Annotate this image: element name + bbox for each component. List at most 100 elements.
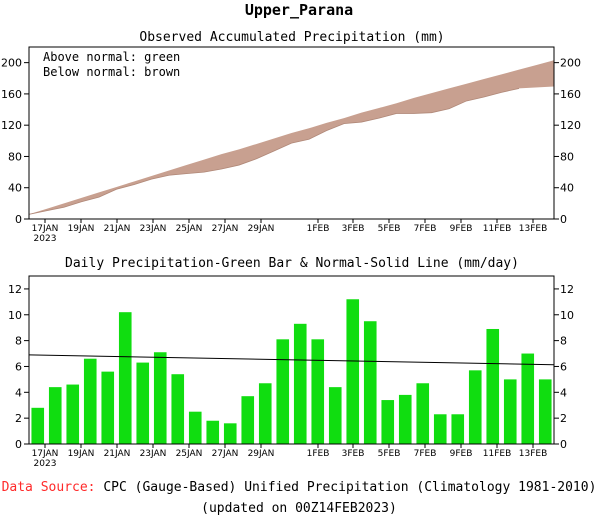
daily-bar	[153, 352, 167, 444]
accum-chart-title: Observed Accumulated Precipitation (mm)	[139, 30, 444, 45]
daily-bar	[31, 407, 45, 444]
accum-xtick-label: 13FEB	[519, 224, 548, 234]
accum-ytick-right-label: 120	[560, 119, 581, 132]
accum-ytick-left-label: 160	[1, 88, 22, 101]
accum-below-normal-band	[29, 60, 554, 215]
daily-ytick-right-label: 4	[560, 386, 567, 399]
accum-xtick-label: 3FEB	[342, 224, 365, 234]
daily-axes: 0 0 2 2 4 4 6 6 8 8 10 10 12 12 17JAN 19JAN 21JAN 23JAN 25…	[8, 283, 574, 469]
accum-ytick-right-label: 160	[560, 88, 581, 101]
accum-chart: Above normal: green Below normal: brown …	[1, 46, 581, 244]
daily-ytick-right-label: 10	[560, 309, 574, 322]
daily-xtick-label: 27JAN	[212, 449, 239, 459]
daily-bar	[101, 371, 115, 444]
daily-bar	[416, 383, 430, 444]
accum-plot-frame	[28, 46, 555, 220]
daily-bar	[293, 323, 307, 444]
daily-bar	[206, 420, 220, 444]
daily-bar	[258, 383, 272, 444]
accum-band-layer	[28, 60, 554, 215]
daily-xtick-label: 19JAN	[68, 449, 95, 459]
daily-xtick-label: 9FEB	[450, 449, 473, 459]
daily-bar	[311, 339, 325, 444]
accum-xtick-label: 9FEB	[450, 224, 473, 234]
daily-bar	[83, 358, 97, 444]
daily-xtick-label: 11FEB	[483, 449, 512, 459]
daily-xtick-label: 1FEB	[307, 449, 330, 459]
daily-xtick-label: 13FEB	[519, 449, 548, 459]
daily-bar	[241, 396, 255, 444]
accum-xtick-label: 5FEB	[378, 224, 401, 234]
daily-bar	[433, 414, 447, 444]
daily-bar	[136, 362, 150, 444]
daily-ytick-left-label: 8	[15, 335, 22, 348]
daily-xtick-label: 29JAN	[248, 449, 275, 459]
daily-chart: 0 0 2 2 4 4 6 6 8 8 10 10 12 12 17JAN 19JAN 21JAN 23JAN 25…	[8, 275, 574, 469]
accum-xtick-label: 29JAN	[248, 224, 275, 234]
data-source-line: Data Source: CPC (Gauge-Based) Unified P…	[0, 480, 598, 495]
daily-bar	[538, 379, 552, 444]
accum-xtick-year: 2023	[34, 234, 57, 244]
accum-legend-above: Above normal: green	[43, 50, 180, 64]
daily-bar	[171, 374, 185, 444]
data-source-label: Data Source:	[1, 480, 96, 495]
accum-ytick-right-label: 40	[560, 182, 574, 195]
daily-bar	[276, 339, 290, 444]
daily-ytick-left-label: 2	[15, 412, 22, 425]
accum-legend-below: Below normal: brown	[43, 65, 180, 79]
daily-ytick-right-label: 2	[560, 412, 567, 425]
daily-bar	[363, 321, 377, 444]
daily-ytick-left-label: 4	[15, 386, 22, 399]
data-source-text: CPC (Gauge-Based) Unified Precipitation …	[103, 480, 597, 495]
accum-ytick-right-label: 80	[560, 150, 574, 163]
daily-xtick-label: 3FEB	[342, 449, 365, 459]
daily-plot-frame	[28, 275, 555, 445]
daily-ytick-left-label: 6	[15, 360, 22, 373]
daily-bar	[503, 379, 517, 444]
accum-xtick-label: 21JAN	[104, 224, 131, 234]
daily-bar	[328, 387, 342, 444]
daily-bar	[118, 312, 132, 444]
page-title: Upper_Parana	[245, 1, 353, 19]
daily-ytick-left-label: 12	[8, 283, 22, 296]
accum-axes: 0 0 40 40 80 80 120 120 160 160 200 200 17JAN 19JAN 21…	[1, 57, 581, 244]
daily-bar	[521, 353, 535, 444]
accum-ytick-left-label: 120	[1, 119, 22, 132]
accum-ytick-right-label: 0	[560, 213, 567, 226]
accum-ytick-left-label: 200	[1, 57, 22, 70]
accum-xtick-label: 23JAN	[140, 224, 167, 234]
daily-xtick-label: 5FEB	[378, 449, 401, 459]
accum-xtick-label: 17JAN	[32, 224, 59, 234]
accum-xtick-label: 27JAN	[212, 224, 239, 234]
accum-xtick-label: 11FEB	[483, 224, 512, 234]
daily-ytick-right-label: 12	[560, 283, 574, 296]
accum-xtick-label: 25JAN	[176, 224, 203, 234]
daily-bar	[381, 400, 395, 444]
daily-bar	[468, 370, 482, 444]
daily-bar	[451, 414, 465, 444]
accum-ytick-left-label: 0	[15, 213, 22, 226]
daily-bar	[223, 423, 237, 444]
accum-ytick-right-label: 200	[560, 57, 581, 70]
accum-xtick-label: 19JAN	[68, 224, 95, 234]
updated-line: (updated on 00Z14FEB2023)	[201, 501, 397, 516]
daily-xtick-year: 2023	[34, 459, 57, 469]
daily-xtick-label: 17JAN	[32, 449, 59, 459]
accum-xtick-label: 7FEB	[414, 224, 437, 234]
daily-ytick-right-label: 6	[560, 360, 567, 373]
daily-xtick-label: 25JAN	[176, 449, 203, 459]
daily-xtick-label: 7FEB	[414, 449, 437, 459]
daily-bar	[398, 394, 412, 444]
accum-ytick-left-label: 40	[8, 182, 22, 195]
daily-ytick-left-label: 0	[15, 438, 22, 451]
daily-ytick-left-label: 10	[8, 309, 22, 322]
accum-ytick-left-label: 80	[8, 150, 22, 163]
accum-observed-edge	[28, 88, 520, 215]
accum-xtick-label: 1FEB	[307, 224, 330, 234]
daily-bar	[486, 328, 500, 444]
daily-xtick-label: 21JAN	[104, 449, 131, 459]
daily-ytick-right-label: 0	[560, 438, 567, 451]
daily-bar	[188, 411, 202, 444]
daily-bar	[66, 384, 80, 444]
